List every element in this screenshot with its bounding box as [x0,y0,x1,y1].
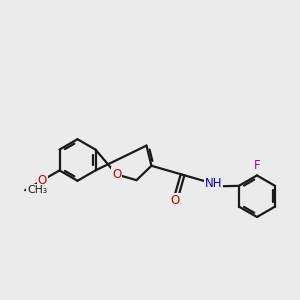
Text: F: F [254,159,260,172]
Text: CH₃: CH₃ [27,185,47,195]
Text: O: O [170,194,180,207]
Text: NH: NH [205,177,223,190]
Text: O: O [38,174,47,187]
Text: O: O [112,168,121,181]
